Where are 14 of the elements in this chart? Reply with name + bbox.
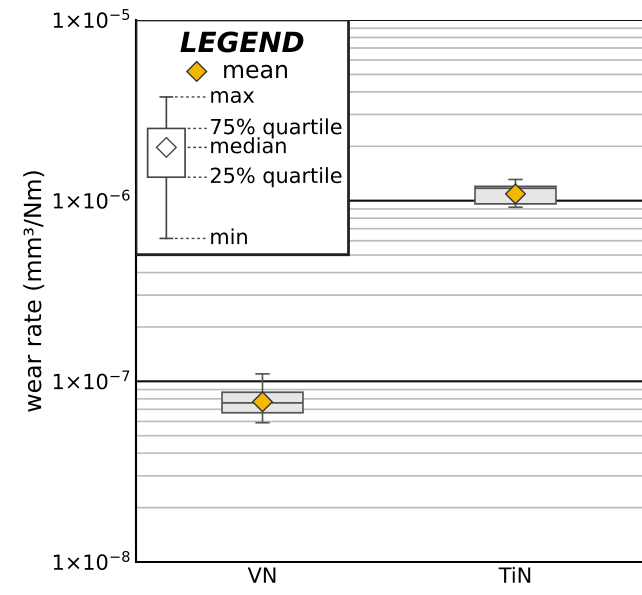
annotation: 25% quartile <box>210 167 342 188</box>
y-tick-label: 1×10$^{−6}$ <box>54 190 130 209</box>
annotation: min <box>211 228 247 244</box>
y-tick-label: 1×10$^{−8}$ <box>54 550 130 570</box>
y-axis-title: wear rate (mm³/Nm) <box>23 171 44 412</box>
y-tick-label: 1×10$^{−7}$ <box>54 370 130 390</box>
annotation: max <box>211 91 254 104</box>
annotation: median <box>211 137 286 154</box>
x-tick-label: VN <box>248 568 276 583</box>
legend-title: LEGEND <box>180 31 304 52</box>
annotation: 75% quartile <box>211 118 342 138</box>
legend-label: mean <box>224 64 287 78</box>
y-tick-label: 1×10$^{−5}$ <box>54 9 130 28</box>
x-tick-label: TiN <box>498 566 530 583</box>
